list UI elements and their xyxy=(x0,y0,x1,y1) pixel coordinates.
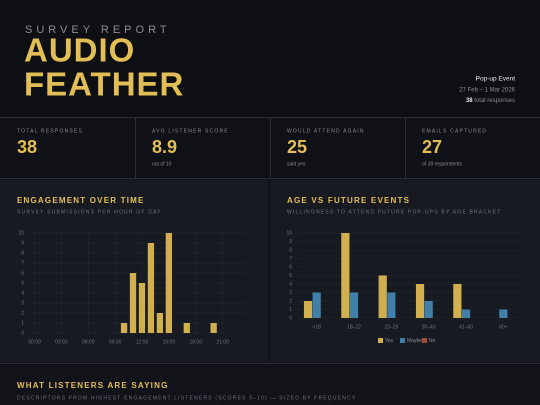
bar xyxy=(183,323,190,333)
bar xyxy=(453,284,462,318)
bar xyxy=(341,233,350,318)
stat-value: 27 xyxy=(422,137,442,157)
y-tick-label: 3 xyxy=(21,300,24,306)
y-tick-label: 4 xyxy=(21,290,24,296)
bar xyxy=(349,292,359,318)
x-tick-label: 21:00 xyxy=(216,339,229,345)
bar xyxy=(147,243,155,333)
y-tick-label: 2 xyxy=(289,298,292,304)
x-tick-label: 30–40 xyxy=(422,324,436,330)
bar xyxy=(129,273,137,333)
x-tick-label: 09:00 xyxy=(109,339,122,345)
bar xyxy=(312,292,321,318)
dates: 27 Feb – 1 Mar 2026 xyxy=(459,88,515,94)
x-tick-label: 23–29 xyxy=(384,324,398,330)
x-tick-label: 15:00 xyxy=(163,339,176,345)
stat-label: TOTAL RESPONSES xyxy=(17,128,83,134)
bar xyxy=(378,275,387,318)
x-tick-label: 18–22 xyxy=(347,324,361,330)
x-tick-label: 18:00 xyxy=(189,339,202,345)
legend-swatch xyxy=(378,338,383,343)
y-tick-label: 5 xyxy=(289,273,292,279)
x-tick-label: 12:00 xyxy=(136,339,149,345)
y-tick-label: 6 xyxy=(289,264,292,270)
bar xyxy=(387,292,396,318)
stat-note: out of 10 xyxy=(152,161,172,167)
bar xyxy=(138,283,146,333)
y-tick-label: 5 xyxy=(21,280,24,286)
y-tick-label: 1 xyxy=(289,307,292,313)
y-tick-label: 8 xyxy=(289,247,292,253)
y-tick-label: 8 xyxy=(21,250,24,256)
eyebrow: SURVEY REPORT xyxy=(25,24,171,36)
bar xyxy=(461,309,471,318)
stat-label: WOULD ATTEND AGAIN xyxy=(287,128,365,134)
y-tick-label: 10 xyxy=(286,230,292,236)
legend-swatch xyxy=(400,338,405,343)
x-tick-label: 41–60 xyxy=(459,324,473,330)
responses-label: total responses xyxy=(474,98,515,104)
stat-value: 8.9 xyxy=(152,137,177,157)
y-tick-label: 2 xyxy=(21,310,24,316)
panel xyxy=(0,180,268,362)
header-bg xyxy=(0,0,540,117)
legend-label: Maybe xyxy=(407,338,422,344)
responses: 38 total responses xyxy=(466,98,515,104)
x-tick-label: <18 xyxy=(312,324,321,330)
chart-subtitle: WILLINGNESS TO ATTEND FUTURE POP-UPS BY … xyxy=(287,209,501,215)
y-tick-label: 4 xyxy=(289,281,292,287)
stat-note: said yes xyxy=(287,161,306,167)
stat-value: 38 xyxy=(17,137,37,157)
stat-note: of 38 respondents xyxy=(422,161,463,167)
x-tick-label: 06:00 xyxy=(82,339,95,345)
bar xyxy=(303,301,313,318)
y-tick-label: 9 xyxy=(289,239,292,245)
y-tick-label: 1 xyxy=(21,320,24,326)
chart-title: ENGAGEMENT OVER TIME xyxy=(17,196,145,205)
y-tick-label: 0 xyxy=(289,315,292,321)
panel xyxy=(270,180,540,362)
x-tick-label: 60+ xyxy=(499,324,508,330)
section-subtitle: DESCRIPTORS FROM HIGHEST-ENGAGEMENT LIST… xyxy=(17,395,356,401)
x-tick-label: 03:00 xyxy=(55,339,68,345)
x-tick-label: 00:00 xyxy=(28,339,41,345)
y-tick-label: 9 xyxy=(21,240,24,246)
y-tick-label: 10 xyxy=(18,230,24,236)
bar xyxy=(156,313,164,333)
bar xyxy=(210,323,217,333)
legend-label: Yes xyxy=(385,338,394,344)
y-tick-label: 7 xyxy=(21,260,24,266)
bar xyxy=(415,284,425,318)
y-tick-label: 7 xyxy=(289,256,292,262)
bar xyxy=(424,301,433,318)
y-tick-label: 0 xyxy=(21,330,24,336)
stat-value: 25 xyxy=(287,137,307,157)
y-tick-label: 6 xyxy=(21,270,24,276)
responses-count: 38 xyxy=(466,98,473,104)
legend-label: No xyxy=(429,338,436,344)
y-tick-label: 3 xyxy=(289,290,292,296)
chart-title: AGE VS FUTURE EVENTS xyxy=(287,196,410,205)
legend-swatch xyxy=(422,338,427,343)
section-title: WHAT LISTENERS ARE SAYING xyxy=(17,381,169,390)
title-line: AUDIO xyxy=(24,32,135,69)
bar xyxy=(499,309,508,318)
event: Pop-up Event xyxy=(476,76,516,83)
stat-label: AVG LISTENER SCORE xyxy=(152,128,229,134)
bar xyxy=(120,323,128,333)
stat-label: EMAILS CAPTURED xyxy=(422,128,487,134)
bar xyxy=(165,233,172,333)
title-line: FEATHER xyxy=(24,66,184,103)
chart-subtitle: SURVEY SUBMISSIONS PER HOUR OF DAY xyxy=(17,209,162,215)
